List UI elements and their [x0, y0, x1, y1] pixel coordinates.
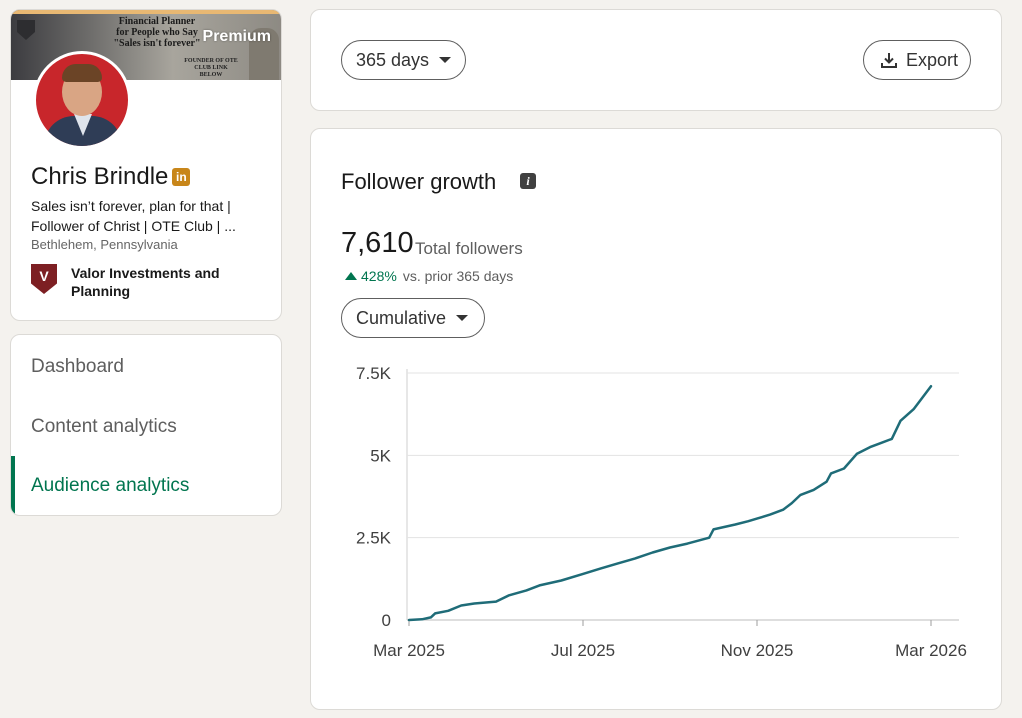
- x-tick-label-2: Nov 2025: [721, 641, 794, 660]
- x-tick-label-3: Mar 2026: [895, 641, 967, 660]
- banner-line-1: Financial Planner: [118, 16, 196, 27]
- banner-person-image: [249, 28, 279, 80]
- export-button[interactable]: Export: [863, 40, 971, 80]
- profile-card: Financial Planner for People who Say "Sa…: [10, 9, 282, 321]
- chart-title: Follower growth: [341, 169, 497, 194]
- banner-logo: [17, 20, 35, 40]
- nav-item-dashboard[interactable]: Dashboard: [31, 356, 124, 377]
- banner-subtext: FOUNDER OF OTE CLUB LINK BELOW: [184, 58, 238, 78]
- y-tick-label-3: 7.5K: [356, 364, 392, 383]
- y-tick-label-1: 2.5K: [356, 529, 392, 548]
- x-tick-label-0: Mar 2025: [373, 641, 445, 660]
- premium-label: Premium: [202, 28, 271, 45]
- linkedin-premium-badge-icon: in: [172, 168, 191, 186]
- nav-item-audience-analytics[interactable]: Audience analytics: [11, 456, 281, 515]
- banner-accent-strip: [11, 10, 281, 14]
- growth-delta: 428% vs. prior 365 days: [345, 268, 513, 284]
- chart-mode-dropdown[interactable]: Cumulative: [341, 298, 485, 338]
- avatar[interactable]: [33, 51, 131, 149]
- chart-mode-label: Cumulative: [356, 307, 447, 328]
- total-followers-value: 7,610: [341, 227, 414, 259]
- avatar-hair: [62, 64, 102, 82]
- profile-headline: Sales isn’t forever, plan for that | Fol…: [31, 198, 236, 234]
- info-icon[interactable]: i: [520, 173, 536, 189]
- banner-line-2: for People who Say: [116, 27, 198, 38]
- x-tick-label-1: Jul 2025: [551, 641, 615, 660]
- follower-growth-card: Follower growth i 7,610 Total followers …: [310, 128, 1002, 710]
- company-row[interactable]: V Valor Investments and Planning: [31, 264, 241, 300]
- delta-value: 428%: [361, 268, 397, 284]
- y-tick-label-2: 5K: [370, 446, 391, 465]
- banner-line-3: "Sales isn't forever": [113, 38, 201, 49]
- trend-up-icon: [345, 272, 357, 280]
- name-row: Chris Brindle in: [31, 163, 191, 191]
- filter-toolbar: 365 days Export: [310, 9, 1002, 111]
- analytics-nav: Dashboard Content analytics Audience ana…: [10, 334, 282, 516]
- series-line-0: [407, 384, 933, 622]
- date-range-label: 365 days: [356, 49, 430, 70]
- company-logo-icon: V: [31, 264, 57, 294]
- date-range-dropdown[interactable]: 365 days: [341, 40, 466, 80]
- nav-item-content-analytics[interactable]: Content analytics: [31, 416, 177, 437]
- banner-tagline: Financial Planner for People who Say "Sa…: [97, 16, 217, 49]
- follower-growth-chart: 0 2.5K 5K 7.5K Mar 2025 Jul 2025 Nov 2025 Mar 2…: [356, 364, 967, 660]
- total-followers-label: Total followers: [415, 239, 523, 258]
- download-icon: [881, 53, 897, 68]
- profile-name[interactable]: Chris Brindle: [31, 163, 169, 190]
- caret-down-icon: [456, 315, 469, 321]
- caret-down-icon: [439, 57, 452, 63]
- profile-location: Bethlehem, Pennsylvania: [31, 237, 178, 252]
- company-name[interactable]: Valor Investments and Planning: [71, 265, 220, 299]
- y-tick-label-0: 0: [382, 611, 391, 630]
- delta-label: vs. prior 365 days: [402, 268, 514, 284]
- export-label: Export: [906, 49, 959, 70]
